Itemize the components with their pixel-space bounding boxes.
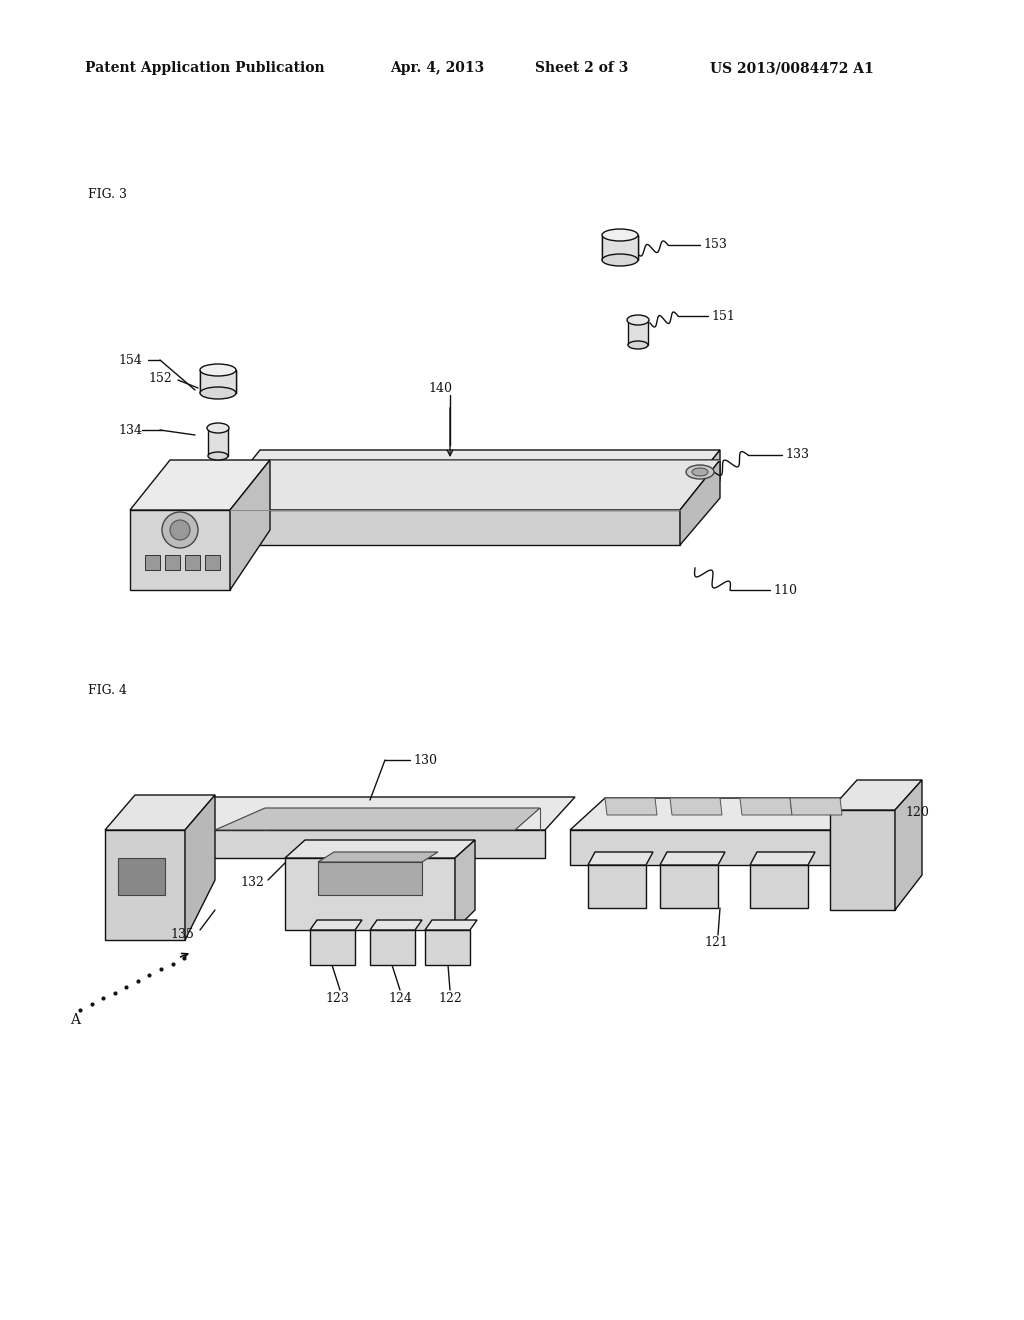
Text: 133: 133 [785, 449, 809, 462]
Polygon shape [602, 235, 638, 260]
Text: 151: 151 [711, 309, 735, 322]
Polygon shape [455, 840, 475, 931]
Polygon shape [750, 851, 815, 865]
Text: A: A [70, 1012, 80, 1027]
Polygon shape [680, 459, 720, 545]
Ellipse shape [602, 253, 638, 267]
Polygon shape [118, 858, 165, 895]
Polygon shape [285, 858, 455, 931]
Polygon shape [570, 799, 865, 830]
Polygon shape [208, 428, 228, 455]
Polygon shape [185, 554, 200, 570]
Polygon shape [588, 865, 646, 908]
Polygon shape [588, 851, 653, 865]
Polygon shape [165, 554, 180, 570]
Polygon shape [220, 500, 680, 531]
Text: 153: 153 [703, 239, 727, 252]
Polygon shape [660, 865, 718, 908]
Text: Apr. 4, 2013: Apr. 4, 2013 [390, 61, 484, 75]
Ellipse shape [207, 422, 229, 433]
Text: 124: 124 [388, 991, 412, 1005]
Text: Sheet 2 of 3: Sheet 2 of 3 [535, 61, 629, 75]
Circle shape [162, 512, 198, 548]
Text: FIG. 3: FIG. 3 [88, 189, 127, 202]
Polygon shape [895, 780, 922, 909]
Polygon shape [205, 554, 220, 570]
Polygon shape [200, 370, 236, 393]
Ellipse shape [208, 451, 228, 459]
Polygon shape [370, 920, 422, 931]
Polygon shape [220, 450, 720, 500]
Polygon shape [185, 830, 545, 858]
Ellipse shape [686, 465, 714, 479]
Polygon shape [185, 795, 215, 940]
Ellipse shape [602, 228, 638, 242]
Polygon shape [425, 931, 470, 965]
Text: 122: 122 [438, 991, 462, 1005]
Text: 130: 130 [413, 754, 437, 767]
Text: 152: 152 [148, 371, 172, 384]
Ellipse shape [692, 469, 708, 477]
Polygon shape [628, 319, 648, 345]
Polygon shape [310, 931, 355, 965]
Polygon shape [230, 459, 270, 590]
Text: 123: 123 [325, 991, 349, 1005]
Polygon shape [680, 450, 720, 531]
Ellipse shape [628, 341, 648, 348]
Polygon shape [145, 554, 160, 570]
Polygon shape [670, 799, 722, 814]
Polygon shape [310, 920, 362, 931]
Polygon shape [130, 510, 230, 590]
Ellipse shape [627, 315, 649, 325]
Polygon shape [285, 840, 475, 858]
Polygon shape [830, 780, 922, 810]
Circle shape [170, 520, 190, 540]
Polygon shape [425, 920, 477, 931]
Polygon shape [750, 865, 808, 908]
Polygon shape [570, 830, 830, 865]
Text: 134: 134 [118, 424, 142, 437]
Ellipse shape [200, 364, 236, 376]
Polygon shape [830, 810, 895, 909]
Polygon shape [230, 459, 720, 510]
Polygon shape [185, 797, 575, 830]
Polygon shape [605, 799, 657, 814]
Polygon shape [790, 799, 842, 814]
Polygon shape [230, 510, 680, 545]
Text: Patent Application Publication: Patent Application Publication [85, 61, 325, 75]
Polygon shape [370, 931, 415, 965]
Text: 121: 121 [705, 936, 728, 949]
Polygon shape [105, 795, 215, 830]
Text: FIG. 4: FIG. 4 [88, 684, 127, 697]
Text: 110: 110 [773, 583, 797, 597]
Polygon shape [130, 459, 270, 510]
Polygon shape [105, 830, 185, 940]
Text: 140: 140 [428, 381, 452, 395]
Text: 120: 120 [905, 805, 929, 818]
Polygon shape [318, 862, 422, 895]
Polygon shape [740, 799, 792, 814]
Polygon shape [215, 808, 540, 830]
Polygon shape [660, 851, 725, 865]
Text: 154: 154 [118, 354, 142, 367]
Text: US 2013/0084472 A1: US 2013/0084472 A1 [710, 61, 873, 75]
Text: 135: 135 [170, 928, 194, 941]
Text: 132: 132 [240, 876, 264, 890]
Ellipse shape [200, 387, 236, 399]
Polygon shape [318, 851, 438, 862]
